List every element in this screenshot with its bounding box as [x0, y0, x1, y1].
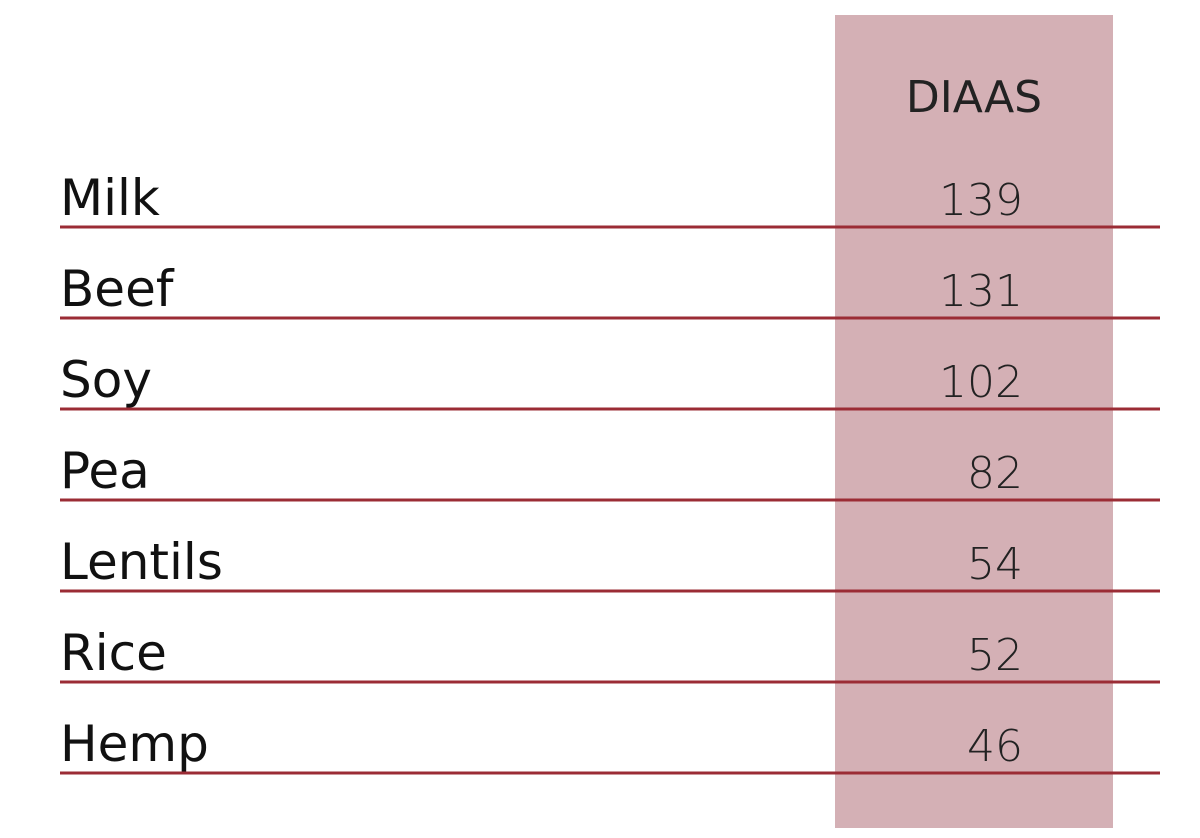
row-label: Hemp: [60, 715, 209, 773]
row-value: 46: [967, 721, 1023, 772]
row-value: 82: [967, 448, 1023, 499]
row-label: Pea: [60, 442, 150, 500]
row-label: Rice: [60, 624, 167, 682]
row-label: Soy: [60, 351, 152, 409]
row-value: 131: [939, 266, 1023, 317]
row-label: Milk: [60, 169, 160, 227]
row-label: Beef: [60, 260, 175, 318]
row-value: 54: [967, 539, 1023, 590]
row-label: Lentils: [60, 533, 223, 591]
row-value: 102: [939, 357, 1023, 408]
row-value: 52: [967, 630, 1023, 681]
column-header: DIAAS: [906, 72, 1042, 123]
row-value: 139: [939, 175, 1023, 226]
highlight-column: [835, 15, 1113, 828]
